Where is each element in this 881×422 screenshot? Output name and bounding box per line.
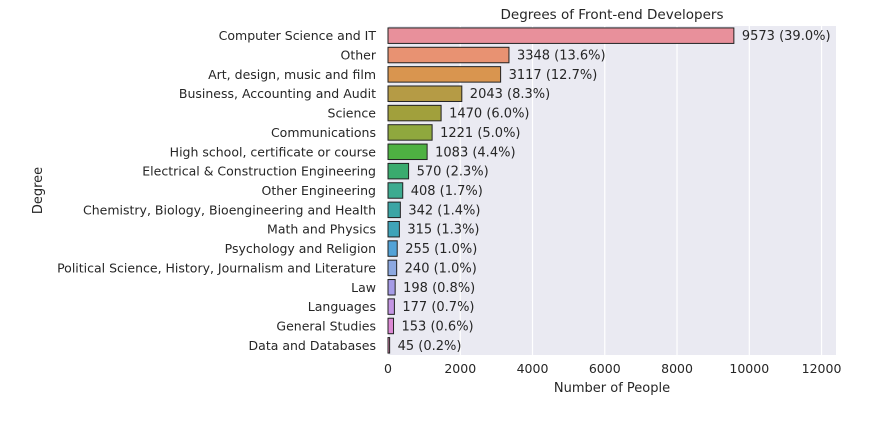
- y-tick-label: Data and Databases: [249, 338, 376, 353]
- y-tick-label: Other Engineering: [262, 183, 376, 198]
- bar: [387, 85, 463, 102]
- bar: [387, 201, 401, 219]
- data-label: 198 (0.8%): [403, 281, 475, 296]
- data-label: 3348 (13.6%): [517, 49, 606, 64]
- data-label: 177 (0.7%): [402, 300, 474, 315]
- y-tick-label: Psychology and Religion: [225, 241, 376, 256]
- y-tick-label: Art, design, music and film: [208, 67, 376, 82]
- data-label: 255 (1.0%): [405, 242, 477, 257]
- y-tick-label: Math and Physics: [267, 222, 376, 237]
- data-label: 240 (1.0%): [405, 261, 477, 276]
- x-tick-label: 0: [384, 361, 392, 376]
- data-labels: 9573 (39.0%) 3348 (13.6%) 3117 (12.7%) 2043…: [398, 29, 831, 354]
- data-label: 45 (0.2%): [398, 339, 462, 354]
- y-tick-label: Science: [328, 106, 377, 121]
- data-label: 1470 (6.0%): [449, 107, 529, 122]
- chart-title: Degrees of Front-end Developers: [501, 7, 724, 23]
- bars: [387, 27, 735, 354]
- y-tick-label: High school, certificate or course: [170, 144, 377, 159]
- x-tick-label: 8000: [661, 361, 693, 376]
- y-tick-label: Electrical & Construction Engineering: [142, 164, 376, 179]
- data-label: 9573 (39.0%): [742, 29, 831, 44]
- bar: [387, 220, 400, 238]
- bar: [387, 162, 410, 180]
- data-label: 315 (1.3%): [407, 223, 479, 238]
- y-tick-label: General Studies: [276, 318, 376, 333]
- x-tick-label: 6000: [589, 361, 621, 376]
- data-label: 342 (1.4%): [408, 203, 480, 218]
- bar: [387, 259, 398, 277]
- bar: [387, 46, 510, 64]
- bar: [387, 317, 395, 335]
- x-tick-label: 10000: [729, 361, 769, 376]
- y-tick-label: Other: [341, 48, 377, 63]
- bar: [387, 240, 398, 257]
- y-tick-label: Business, Accounting and Audit: [179, 86, 376, 101]
- data-label: 3117 (12.7%): [509, 68, 598, 83]
- x-axis-title: Number of People: [554, 381, 670, 396]
- data-label: 570 (2.3%): [417, 165, 489, 180]
- x-tick-label: 12000: [802, 361, 842, 376]
- bar: [387, 104, 442, 122]
- bar: [387, 66, 502, 83]
- y-tick-labels: Computer Science and IT Other Art, design,…: [57, 28, 377, 353]
- data-label: 408 (1.7%): [411, 184, 483, 199]
- y-tick-label: Computer Science and IT: [219, 28, 377, 43]
- data-label: 1083 (4.4%): [435, 145, 515, 160]
- x-tick-label: 4000: [517, 361, 549, 376]
- data-label: 153 (0.6%): [402, 319, 474, 334]
- y-tick-label: Chemistry, Biology, Bioengineering and H…: [83, 202, 376, 217]
- x-tick-labels: 0 2000 4000 6000 8000 10000 12000: [384, 361, 841, 376]
- bar: [387, 124, 433, 141]
- bar: [387, 27, 735, 44]
- y-tick-label: Communications: [271, 125, 376, 140]
- y-axis-title: Degree: [31, 167, 46, 214]
- y-tick-label: Political Science, History, Journalism a…: [57, 260, 376, 275]
- data-label: 1221 (5.0%): [440, 126, 520, 141]
- x-tick-label: 2000: [444, 361, 476, 376]
- y-tick-label: Law: [351, 280, 376, 295]
- bar: [387, 279, 396, 296]
- bar: [387, 143, 428, 161]
- bar: [387, 182, 404, 199]
- y-tick-label: Languages: [308, 299, 376, 314]
- bar: [387, 337, 391, 354]
- bar: [387, 298, 395, 315]
- data-label: 2043 (8.3%): [470, 87, 550, 102]
